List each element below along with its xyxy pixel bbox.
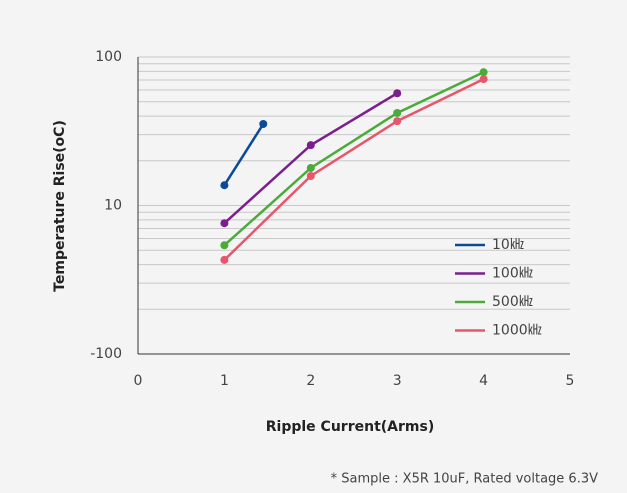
point: [220, 219, 229, 228]
y-tick-label: 100: [95, 49, 122, 65]
x-tick-label: 5: [566, 373, 575, 389]
point: [393, 117, 402, 126]
x-tick-label: 4: [479, 373, 488, 389]
point: [479, 75, 488, 84]
y-axis-label: Temperature Rise(oC): [52, 120, 68, 292]
point: [393, 89, 402, 98]
line: [223, 123, 265, 186]
point: [306, 171, 315, 180]
x-tick-label: 0: [134, 373, 143, 389]
point: [259, 119, 268, 128]
y-tick-label: 10: [104, 198, 122, 214]
x-tick-label: 3: [393, 373, 402, 389]
x-axis-label: Ripple Current(Arms): [266, 419, 434, 435]
line: [223, 77, 485, 261]
y-tick-label: -100: [90, 346, 122, 362]
point: [306, 141, 315, 150]
point: [220, 181, 229, 190]
legend-label: 10㎑: [492, 237, 524, 253]
footnote: * Sample : X5R 10uF, Rated voltage 6.3V: [331, 472, 598, 487]
x-tick-label: 1: [220, 373, 229, 389]
x-tick-label: 2: [306, 373, 315, 389]
point: [306, 163, 315, 172]
point: [220, 255, 229, 264]
legend-label: 500㎑: [492, 294, 533, 310]
legend-label: 1000㎑: [492, 323, 542, 339]
point: [220, 241, 229, 250]
legend-label: 100㎑: [492, 266, 533, 282]
point: [479, 68, 488, 77]
line: [223, 71, 485, 247]
point: [393, 108, 402, 117]
